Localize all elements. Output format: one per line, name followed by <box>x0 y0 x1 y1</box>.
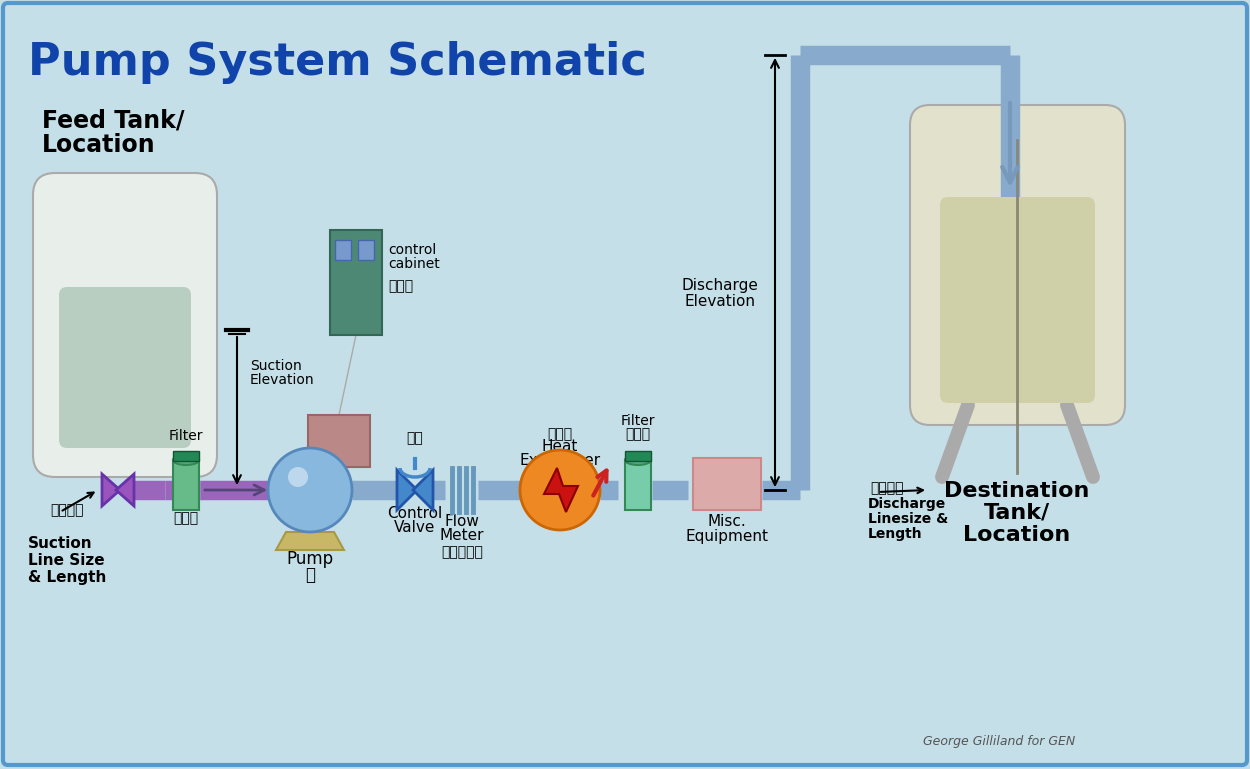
Text: Suction: Suction <box>250 359 301 373</box>
Polygon shape <box>544 468 578 512</box>
Bar <box>173 460 199 510</box>
Ellipse shape <box>625 455 651 465</box>
Text: 换热器: 换热器 <box>548 427 572 441</box>
Circle shape <box>268 448 352 532</box>
Text: Line Size: Line Size <box>28 553 105 568</box>
Text: Linesize &: Linesize & <box>867 512 949 526</box>
Text: 泵: 泵 <box>305 566 315 584</box>
Text: & Length: & Length <box>28 570 106 585</box>
Text: motor: motor <box>314 425 351 438</box>
Text: 过滤器: 过滤器 <box>174 511 199 525</box>
Text: 出口管路: 出口管路 <box>870 481 904 495</box>
Text: Suction: Suction <box>28 536 92 551</box>
Text: George Gilliland for GEN: George Gilliland for GEN <box>922 735 1075 748</box>
Text: Exchanger: Exchanger <box>520 453 600 468</box>
Text: Pump: Pump <box>286 550 334 568</box>
Text: 阀门: 阀门 <box>406 431 424 445</box>
Text: Filter: Filter <box>621 414 655 428</box>
Polygon shape <box>276 532 344 550</box>
Circle shape <box>520 450 600 530</box>
FancyBboxPatch shape <box>32 173 218 477</box>
Text: Elevation: Elevation <box>685 294 755 309</box>
Ellipse shape <box>173 455 199 465</box>
Text: Filter: Filter <box>169 429 204 443</box>
Text: Heat: Heat <box>541 439 579 454</box>
Text: Destination: Destination <box>944 481 1090 501</box>
Text: Location: Location <box>42 133 155 157</box>
FancyBboxPatch shape <box>910 105 1125 425</box>
Bar <box>308 415 370 467</box>
Text: cabinet: cabinet <box>388 257 440 271</box>
FancyBboxPatch shape <box>59 287 191 448</box>
Text: Tank/: Tank/ <box>984 503 1050 523</box>
Text: Elevation: Elevation <box>250 373 315 387</box>
Bar <box>335 240 351 260</box>
Bar <box>625 460 651 510</box>
Text: Discharge: Discharge <box>867 497 946 511</box>
Text: 入口管路: 入口管路 <box>50 503 84 517</box>
Bar <box>330 230 382 335</box>
FancyBboxPatch shape <box>940 197 1095 403</box>
Text: Equipment: Equipment <box>685 529 769 544</box>
Bar <box>357 240 374 260</box>
Text: Valve: Valve <box>394 520 436 535</box>
FancyBboxPatch shape <box>2 3 1248 765</box>
Text: 过滤器: 过滤器 <box>625 427 650 441</box>
Polygon shape <box>116 474 134 506</box>
Bar <box>625 451 651 461</box>
Text: Flow: Flow <box>445 514 480 529</box>
Circle shape <box>288 467 308 487</box>
Text: 电机: 电机 <box>314 442 331 456</box>
Polygon shape <box>412 470 432 510</box>
Polygon shape <box>102 474 120 506</box>
Text: Meter: Meter <box>440 528 484 543</box>
Text: Pump System Schematic: Pump System Schematic <box>28 41 646 84</box>
Polygon shape <box>398 470 418 510</box>
Text: Control: Control <box>388 506 442 521</box>
Text: Misc.: Misc. <box>707 514 746 529</box>
Text: control: control <box>388 243 436 257</box>
Text: 控制柜: 控制柜 <box>388 279 412 293</box>
Text: Discharge: Discharge <box>681 278 759 293</box>
Text: Length: Length <box>867 527 922 541</box>
Bar <box>173 451 199 461</box>
Bar <box>693 458 761 510</box>
Text: 流动指示器: 流动指示器 <box>441 545 483 559</box>
Text: Location: Location <box>964 525 1070 545</box>
Text: Feed Tank/: Feed Tank/ <box>42 109 185 133</box>
